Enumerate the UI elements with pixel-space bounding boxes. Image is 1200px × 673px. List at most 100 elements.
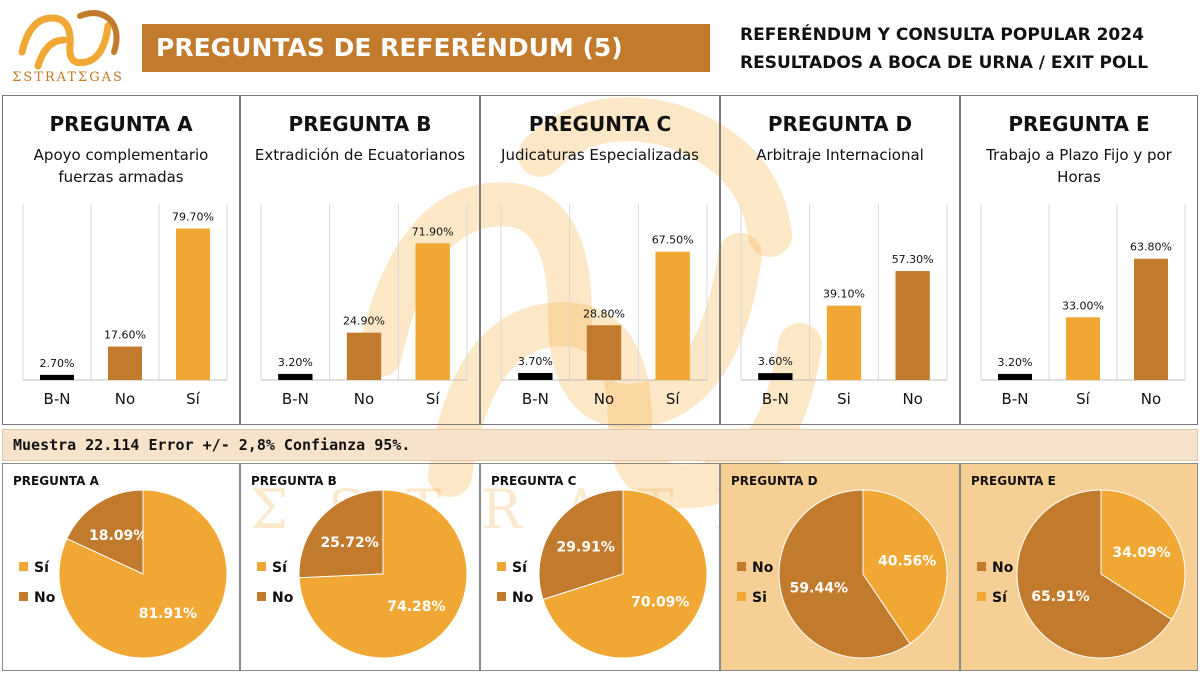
- pie-slice-label: 65.91%: [1031, 589, 1089, 605]
- bar-category-label: Sí: [1076, 390, 1091, 408]
- legend-label: No: [752, 560, 774, 576]
- pie-slice-label: 81.91%: [139, 606, 197, 622]
- legend-swatch: [737, 562, 746, 571]
- page-title: PREGUNTAS DE REFERÉNDUM (5): [142, 24, 710, 72]
- bar-category-label: B-N: [282, 390, 309, 408]
- bar: [518, 372, 553, 380]
- bar-value-label: 57.30%: [892, 253, 934, 266]
- bar-value-label: 39.10%: [823, 288, 865, 301]
- bar-category-label: B-N: [1002, 390, 1029, 408]
- bar-value-label: 71.90%: [412, 225, 454, 238]
- bar-value-label: 17.60%: [104, 329, 146, 342]
- bar-chart-title: PREGUNTA D: [767, 112, 913, 136]
- legend-label: No: [992, 560, 1014, 576]
- bar-value-label: 24.90%: [343, 315, 385, 328]
- legend-label: Sí: [512, 560, 528, 576]
- pie-slice-label: 59.44%: [790, 581, 848, 597]
- legend-swatch: [737, 592, 746, 601]
- bar-chart-title: PREGUNTA A: [49, 112, 193, 136]
- bar-chart-subtitle: Apoyo complementario fuerzas armadas: [33, 146, 209, 186]
- legend-swatch: [19, 592, 28, 601]
- bar-category-label: B-N: [522, 390, 549, 408]
- bar-chart-title: PREGUNTA C: [528, 112, 672, 136]
- bar: [415, 243, 450, 380]
- bar-chart-title: PREGUNTA E: [1008, 112, 1150, 136]
- bar-chart-subtitle: Arbitraje Internacional: [756, 146, 924, 164]
- bar-panel-pregunta-c: PREGUNTA C Judicaturas Especializadas 3.…: [480, 95, 720, 425]
- legend-swatch: [977, 592, 986, 601]
- pie-slice: [538, 489, 624, 601]
- pie-slice: [298, 489, 384, 579]
- bar-panel-pregunta-a: PREGUNTA A Apoyo complementario fuerzas …: [2, 95, 240, 425]
- bar: [1066, 317, 1100, 380]
- pie-panel-pregunta-a: PREGUNTA A 18.09% 81.91% Sí No: [2, 463, 240, 671]
- pie-slice: [58, 489, 228, 659]
- bar-category-label: No: [1141, 390, 1161, 408]
- pie-slice: [66, 489, 144, 575]
- bar: [758, 373, 793, 380]
- legend-swatch: [257, 592, 266, 601]
- pie-panel-pregunta-b: PREGUNTA B 25.72% 74.28% Sí No: [240, 463, 480, 671]
- pie-chart-a: 18.09% 81.91% Sí No: [19, 489, 228, 659]
- bar: [826, 305, 862, 380]
- pie-slice-label: 18.09%: [89, 528, 147, 544]
- bar-category-label: No: [354, 390, 374, 408]
- bar-value-label: 79.70%: [172, 211, 214, 224]
- legend-label: Sí: [34, 560, 50, 576]
- legend-swatch: [19, 562, 28, 571]
- pie-panel-pregunta-c: PREGUNTA C 29.91% 70.09% Sí No: [480, 463, 720, 671]
- bar-chart-subtitle: Trabajo a Plazo Fijo y por Horas: [986, 146, 1172, 186]
- pie-chart-title: PREGUNTA E: [971, 474, 1056, 488]
- pie-slice-label: 74.28%: [387, 599, 445, 615]
- header: ΣSTRATΣGAS PREGUNTAS DE REFERÉNDUM (5) R…: [0, 0, 1200, 92]
- pie-slice: [542, 489, 708, 659]
- pie-chart-title: PREGUNTA C: [491, 474, 577, 488]
- bar: [655, 251, 690, 380]
- legend-label: No: [34, 590, 56, 606]
- legend-label: Sí: [272, 560, 288, 576]
- bar: [895, 271, 930, 380]
- pie-chart-title: PREGUNTA A: [13, 474, 99, 488]
- bar-value-label: 28.80%: [583, 307, 625, 320]
- logo-text: ΣSTRATΣGAS: [12, 70, 124, 85]
- bar-chart-subtitle: Judicaturas Especializadas: [501, 146, 699, 164]
- pie-chart-b: 25.72% 74.28% Sí No: [257, 489, 468, 659]
- bar-category-label: B-N: [44, 390, 71, 408]
- pie-slice: [298, 489, 468, 659]
- bar-value-label: 3.20%: [278, 356, 313, 369]
- bar-value-label: 63.80%: [1130, 241, 1172, 254]
- bar: [586, 325, 622, 380]
- legend-swatch: [497, 592, 506, 601]
- pie-chart-title: PREGUNTA D: [731, 474, 818, 488]
- bar-category-label: Sí: [186, 390, 201, 408]
- pie-slice: [1016, 489, 1173, 659]
- pie-chart-d: 59.44% 40.56% No Si: [737, 489, 948, 659]
- pie-slice-label: 29.91%: [557, 540, 615, 556]
- pie-chart-e: 65.91% 34.09% No Sí: [977, 489, 1186, 659]
- legend-label: No: [272, 590, 294, 606]
- bar-chart-c: 3.70% B-N 28.80% No 67.50% Sí: [500, 204, 708, 408]
- bar-category-label: Si: [837, 390, 851, 408]
- bar-chart-d: 3.60% B-N 39.10% Si 57.30% No: [740, 204, 948, 408]
- bar: [40, 374, 74, 380]
- legend-label: No: [512, 590, 534, 606]
- bar-value-label: 2.70%: [40, 357, 75, 370]
- pie-chart-title: PREGUNTA B: [251, 474, 337, 488]
- bar: [108, 346, 142, 380]
- bar-category-label: No: [902, 390, 922, 408]
- bar-value-label: 3.60%: [758, 355, 793, 368]
- pie-slice-label: 25.72%: [320, 535, 378, 551]
- bar-category-label: Sí: [666, 390, 681, 408]
- pie-slice-label: 34.09%: [1112, 545, 1170, 561]
- bar-category-label: Sí: [426, 390, 441, 408]
- bar-chart-b: 3.20% B-N 24.90% No 71.90% Sí: [260, 204, 468, 408]
- legend-label: Si: [752, 590, 767, 606]
- legend-swatch: [977, 562, 986, 571]
- bar-value-label: 3.20%: [998, 356, 1033, 369]
- legend-swatch: [257, 562, 266, 571]
- bar-value-label: 33.00%: [1062, 299, 1104, 312]
- legend-swatch: [497, 562, 506, 571]
- bar: [346, 332, 382, 380]
- bar-panel-pregunta-e: PREGUNTA E Trabajo a Plazo Fijo y por Ho…: [960, 95, 1198, 425]
- bar-panel-pregunta-d: PREGUNTA D Arbitraje Internacional 3.60%…: [720, 95, 960, 425]
